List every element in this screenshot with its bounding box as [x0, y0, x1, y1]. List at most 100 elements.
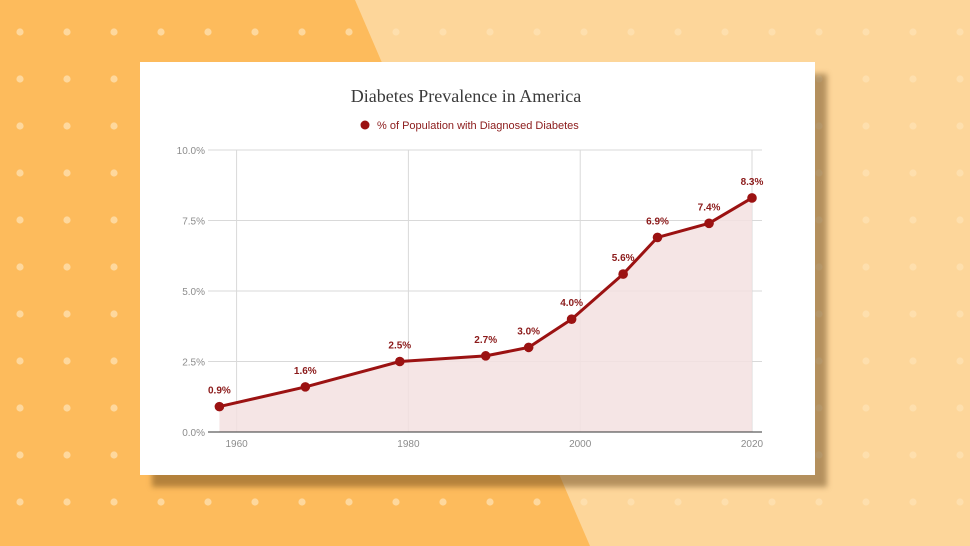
- background-dot: [63, 310, 71, 318]
- background-dot: [956, 357, 964, 365]
- x-axis-tick-labels: 1960 1980 2000 2020: [225, 439, 763, 450]
- x-tick-label: 1960: [225, 439, 248, 450]
- background-dot: [909, 216, 917, 224]
- background-dot: [862, 216, 870, 224]
- background-dot: [110, 310, 118, 318]
- background-dot: [533, 498, 541, 506]
- background-dot: [63, 498, 71, 506]
- background-dot: [16, 451, 24, 459]
- y-axis-tick-labels: 0.0% 2.5% 5.0% 7.5% 10.0%: [177, 146, 205, 439]
- background-dot: [110, 404, 118, 412]
- background-dot: [345, 28, 353, 36]
- background-dot: [486, 498, 494, 506]
- background-dot: [815, 404, 823, 412]
- background-dot: [16, 169, 24, 177]
- background-dot: [956, 404, 964, 412]
- chart-title: Diabetes Prevalence in America: [351, 86, 581, 106]
- background-dot: [956, 310, 964, 318]
- line-chart: Diabetes Prevalence in America % of Popu…: [177, 86, 764, 450]
- data-point: [480, 351, 491, 361]
- background-dot: [63, 357, 71, 365]
- background-dot: [439, 498, 447, 506]
- background-dot: [157, 498, 165, 506]
- background-dot: [956, 498, 964, 506]
- background-dot: [110, 122, 118, 130]
- background-dot: [862, 28, 870, 36]
- data-labels: 0.9% 1.6% 2.5% 2.7% 3.0% 4.0% 5.6% 6.9% 7.4% 8.3%: [208, 177, 763, 397]
- data-point: [300, 382, 311, 392]
- data-label: 6.9%: [646, 216, 669, 227]
- background-dot: [110, 169, 118, 177]
- background-dot: [16, 216, 24, 224]
- data-point: [523, 342, 534, 353]
- background-dot: [909, 357, 917, 365]
- background-dot: [580, 498, 588, 506]
- data-label: 8.3%: [741, 177, 764, 188]
- data-point: [747, 193, 757, 203]
- x-tick-label: 2020: [741, 439, 764, 450]
- background-dot: [486, 28, 494, 36]
- background-dot: [815, 357, 823, 365]
- background-dot: [909, 28, 917, 36]
- background-dot: [956, 169, 964, 177]
- background-dot: [862, 498, 870, 506]
- background-dot: [815, 498, 823, 506]
- background-dot: [909, 498, 917, 506]
- background-dot: [16, 404, 24, 412]
- background-dot: [110, 263, 118, 271]
- background-dot: [63, 451, 71, 459]
- x-tick-label: 2000: [569, 439, 592, 450]
- background-dot: [63, 122, 71, 130]
- background-dot: [815, 216, 823, 224]
- y-tick-label: 10.0%: [177, 146, 205, 157]
- background-dot: [862, 310, 870, 318]
- background-dot: [815, 169, 823, 177]
- background-dot: [862, 357, 870, 365]
- background-dot: [956, 451, 964, 459]
- background-dot: [862, 169, 870, 177]
- series-line: [219, 196, 753, 409]
- background-dot: [16, 498, 24, 506]
- y-tick-label: 0.0%: [182, 428, 205, 439]
- background-dot: [16, 263, 24, 271]
- y-tick-label: 5.0%: [182, 287, 205, 298]
- background-dot: [815, 310, 823, 318]
- chart-card: Diabetes Prevalence in America % of Popu…: [140, 62, 815, 475]
- legend-marker: [360, 120, 370, 130]
- background-dot: [627, 498, 635, 506]
- background-dot: [16, 310, 24, 318]
- legend-label: % of Population with Diagnosed Diabetes: [377, 120, 579, 132]
- background-dot: [721, 28, 729, 36]
- data-label: 1.6%: [294, 366, 317, 377]
- background-dot: [721, 498, 729, 506]
- background-dot: [580, 28, 588, 36]
- background-dot: [862, 263, 870, 271]
- data-point: [618, 269, 628, 279]
- background-dot: [815, 28, 823, 36]
- background-dot: [768, 498, 776, 506]
- background-dot: [63, 404, 71, 412]
- background-dot: [862, 451, 870, 459]
- background-dot: [63, 28, 71, 36]
- data-points: [214, 193, 757, 412]
- background-dot: [862, 122, 870, 130]
- background-dot: [251, 498, 259, 506]
- background-dot: [110, 357, 118, 365]
- background-dot: [909, 263, 917, 271]
- background-dot: [674, 28, 682, 36]
- background-dot: [110, 216, 118, 224]
- background-dot: [815, 122, 823, 130]
- data-label: 3.0%: [517, 326, 540, 337]
- data-point: [704, 218, 714, 229]
- x-tick-label: 1980: [397, 439, 420, 450]
- background-dot: [63, 169, 71, 177]
- data-point: [395, 356, 405, 367]
- data-label: 5.6%: [612, 253, 635, 264]
- y-tick-label: 2.5%: [182, 358, 205, 369]
- background-dot: [909, 451, 917, 459]
- data-point: [652, 232, 663, 243]
- background-dot: [392, 28, 400, 36]
- background-dot: [16, 75, 24, 83]
- background-dot: [956, 263, 964, 271]
- y-tick-label: 7.5%: [182, 217, 205, 228]
